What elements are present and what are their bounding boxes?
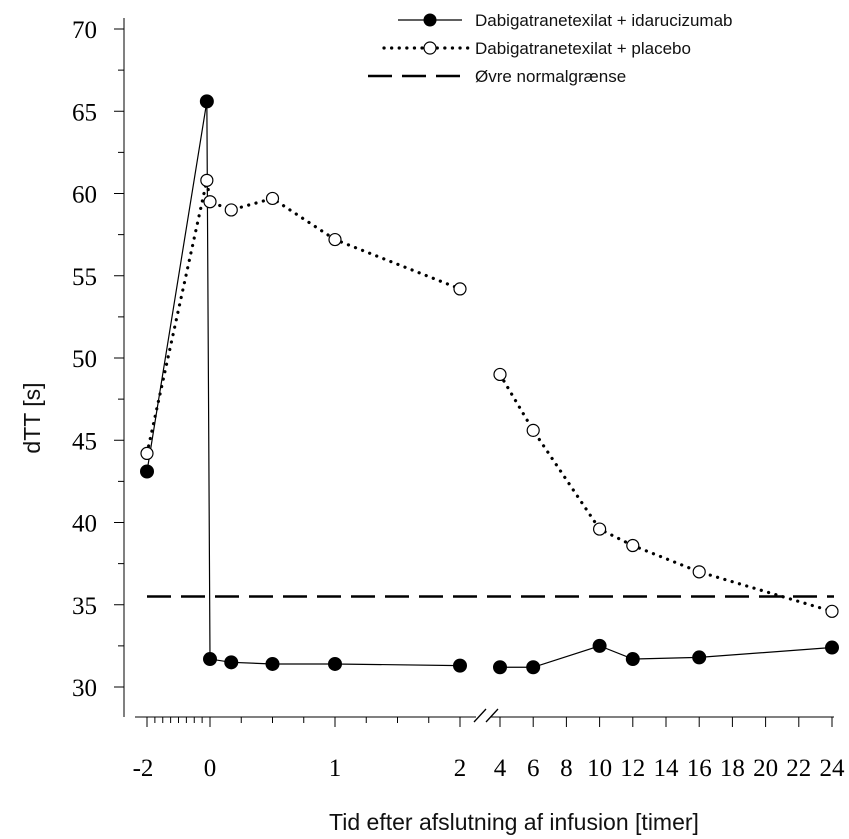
data-point-filled — [453, 658, 467, 673]
series-placebo — [140, 173, 839, 618]
y-tick-label: 45 — [72, 428, 97, 455]
series-idarucizumab — [140, 94, 839, 675]
x-tick-label: 22 — [786, 755, 811, 782]
data-point-filled — [825, 640, 839, 655]
x-tick-label: 8 — [560, 755, 573, 782]
y-tick-label: 65 — [72, 99, 97, 126]
data-point-open — [224, 203, 238, 217]
legend-label: Dabigatranetexilat + placebo — [475, 39, 691, 58]
x-tick-label: 0 — [204, 755, 217, 782]
x-tick-label: 1 — [329, 755, 342, 782]
data-point-open — [453, 282, 467, 296]
data-point-filled — [692, 650, 707, 665]
y-tick-label: 50 — [72, 346, 97, 373]
data-point-open — [692, 565, 706, 579]
legend: Dabigatranetexilat + idarucizumab Dabigat… — [368, 11, 733, 86]
y-tick-label: 60 — [72, 182, 97, 209]
data-point-open — [265, 191, 280, 206]
data-point-open — [328, 232, 342, 247]
data-point-open — [592, 522, 607, 536]
data-point-open — [825, 604, 839, 618]
series-line — [145, 179, 462, 456]
data-point-filled — [328, 656, 342, 671]
series-line — [498, 372, 834, 613]
series-layer — [140, 94, 839, 675]
data-point-filled — [140, 464, 154, 479]
data-point-open — [203, 195, 217, 209]
x-tick-label: 2 — [454, 755, 467, 782]
x-tick-label: 20 — [753, 755, 778, 782]
axis-break-mark — [485, 708, 499, 723]
x-tick-label: 12 — [620, 755, 645, 782]
data-point-filled — [199, 94, 214, 109]
data-point-filled — [625, 652, 640, 667]
y-tick-label: 40 — [72, 511, 97, 538]
legend-marker-filled — [423, 13, 437, 27]
series-line — [500, 645, 833, 668]
x-tick-label: 10 — [587, 755, 612, 782]
data-point-filled — [265, 656, 280, 671]
data-point-filled — [526, 660, 541, 675]
x-tick-label: 6 — [527, 755, 540, 782]
data-point-open — [200, 173, 214, 187]
y-tick-label: 30 — [72, 675, 97, 702]
data-point-open — [626, 538, 640, 553]
x-tick-label: 24 — [820, 755, 846, 782]
legend-label: Øvre normalgrænse — [475, 67, 626, 86]
legend-marker-open — [423, 41, 437, 55]
x-tick-label: 16 — [687, 755, 712, 782]
data-point-filled — [224, 655, 239, 670]
axis-break-mark — [473, 708, 487, 723]
data-point-open — [526, 423, 540, 437]
x-axis-title: Tid efter afslutning af infusion [timer] — [329, 809, 699, 835]
series-line — [146, 101, 461, 667]
x-tick-label: -2 — [133, 755, 154, 782]
y-tick-label: 70 — [72, 17, 97, 44]
y-tick-label: 55 — [72, 264, 97, 291]
data-point-open — [493, 367, 507, 382]
x-tick-label: 4 — [494, 755, 507, 782]
data-point-filled — [493, 660, 507, 675]
y-axis-title: dTT [s] — [19, 382, 45, 453]
y-tick-label: 35 — [72, 593, 97, 620]
x-tick-label: 18 — [720, 755, 745, 782]
data-point-filled — [203, 652, 217, 667]
x-tick-label: 14 — [654, 755, 680, 782]
legend-label: Dabigatranetexilat + idarucizumab — [475, 11, 733, 30]
data-point-open — [140, 446, 154, 461]
data-point-filled — [592, 638, 607, 653]
